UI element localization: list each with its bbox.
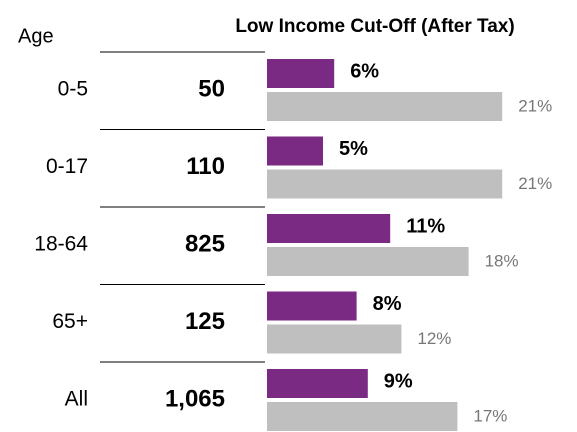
value-label: 21% [518,174,552,193]
count-label: 125 [185,308,225,335]
bar [267,214,391,243]
category-label: All [65,388,88,411]
value-label: 8% [373,293,402,315]
count-label: 1,065 [165,385,225,412]
bar [267,324,402,354]
value-label: 18% [485,251,519,270]
count-label: 110 [186,153,225,180]
bar [267,59,335,88]
category-label: 0-17 [46,155,88,178]
bar [267,247,469,276]
value-label: 11% [406,215,445,237]
bar [267,92,503,121]
count-label: 50 [198,75,225,102]
bar [267,369,368,398]
category-label: 0-5 [58,78,88,101]
value-label: 9% [384,370,413,392]
bar [267,291,357,321]
count-label: 825 [185,230,225,257]
value-label: 12% [417,329,451,348]
category-header: Age [18,25,54,47]
value-label: 17% [473,406,507,425]
chart-title: Low Income Cut-Off (After Tax) [235,16,514,37]
value-label: 21% [518,96,552,115]
bar [267,169,503,199]
bar [267,136,323,166]
bar [267,402,458,431]
value-label: 5% [339,138,368,160]
category-label: 18-64 [34,233,88,256]
value-label: 6% [350,60,379,82]
category-label: 65+ [52,310,88,333]
